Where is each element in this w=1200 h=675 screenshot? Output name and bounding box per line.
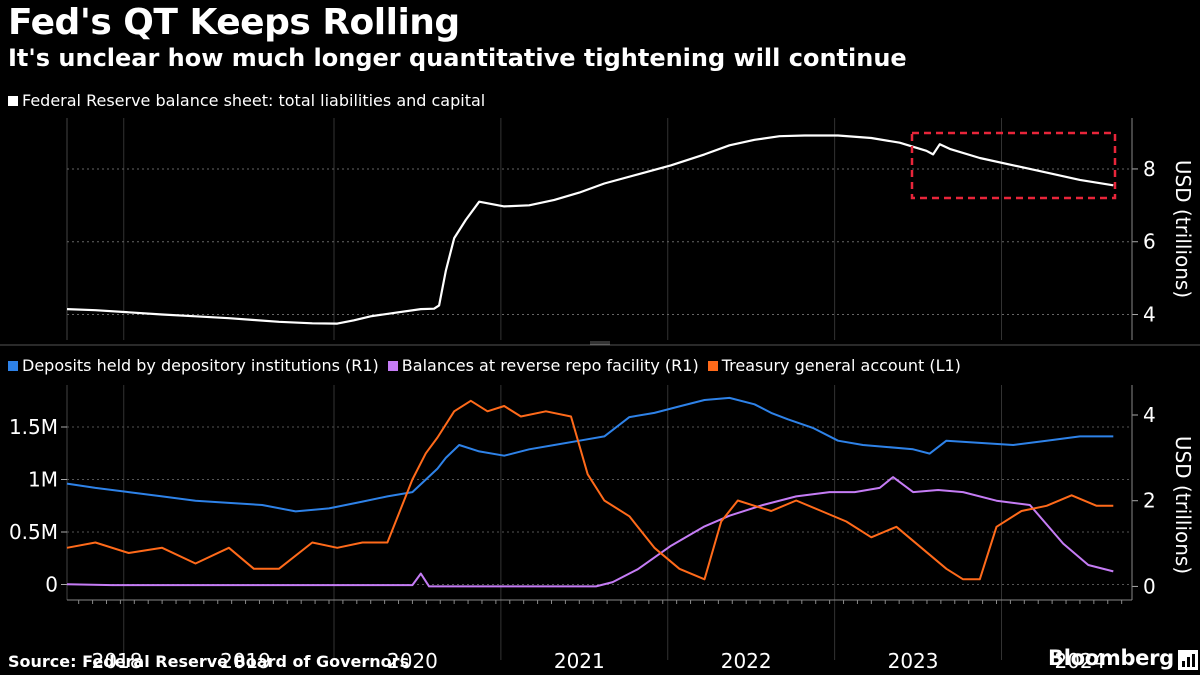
legend-swatch-white xyxy=(8,95,18,106)
right-ytick-label: 0 xyxy=(1143,574,1156,598)
top-ylabel: USD (trillions) xyxy=(1171,160,1195,298)
top-ytick-label: 6 xyxy=(1143,230,1156,254)
x-tick-label: 2019 xyxy=(220,649,271,673)
left-ytick-label: 1M xyxy=(28,468,58,492)
x-tick-label: 2024 xyxy=(1054,649,1105,673)
top-ytick-label: 4 xyxy=(1143,303,1156,327)
top-legend: Federal Reserve balance sheet: total lia… xyxy=(8,91,494,110)
chart-title: Fed's QT Keeps Rolling xyxy=(8,2,460,43)
deposits-line xyxy=(66,396,1114,513)
source-note: Source: Federal Reserve Board of Governo… xyxy=(8,652,410,671)
legend-label-tga: Treasury general account (L1) xyxy=(721,356,961,375)
right-ytick-label: 4 xyxy=(1143,403,1156,427)
legend-item-deposits: Deposits held by depository institutions… xyxy=(8,356,379,375)
left-ytick-label: 0 xyxy=(45,573,58,597)
x-tick-label: 2020 xyxy=(387,649,438,673)
tga-line xyxy=(66,399,1114,581)
right-ytick-label: 2 xyxy=(1143,489,1156,513)
reverse-repo-line xyxy=(66,476,1114,588)
legend-item-balance-sheet: Federal Reserve balance sheet: total lia… xyxy=(8,91,485,110)
x-tick-label: 2022 xyxy=(721,649,772,673)
bottom-panel: 0 0.5M 1M 1.5M 0 2 4 USD (trillions) 2018 2019 202… xyxy=(9,385,1195,673)
legend-swatch-purple xyxy=(387,360,398,371)
legend-label-reverse-repo: Balances at reverse repo facility (R1) xyxy=(401,356,699,375)
top-panel: 4 6 8 USD (trillions) xyxy=(66,118,1195,340)
x-tick-label: 2018 xyxy=(92,649,143,673)
legend-swatch-blue xyxy=(8,360,18,371)
bottom-ylabel: USD (trillions) xyxy=(1171,436,1195,574)
legend-label-deposits: Deposits held by depository institutions… xyxy=(22,356,379,375)
legend-item-tga: Treasury general account (L1) xyxy=(707,356,961,375)
balance-sheet-line xyxy=(66,134,1114,325)
chart-subtitle: It's unclear how much longer quantitativ… xyxy=(8,44,907,72)
x-tick-label: 2021 xyxy=(554,649,605,673)
legend-swatch-orange xyxy=(707,360,718,371)
left-ytick-label: 1.5M xyxy=(9,415,58,439)
bloomberg-mark-icon xyxy=(1178,650,1198,670)
legend-label-balance-sheet: Federal Reserve balance sheet: total lia… xyxy=(22,91,486,110)
left-ytick-label: 0.5M xyxy=(9,520,58,544)
x-tick-label: 2023 xyxy=(888,649,939,673)
top-ytick-label: 8 xyxy=(1143,157,1156,181)
bloomberg-logo: Bloomberg xyxy=(1048,646,1174,670)
bottom-legend: Deposits held by depository institutions… xyxy=(8,356,970,375)
highlight-box xyxy=(910,131,1117,200)
legend-item-reverse-repo: Balances at reverse repo facility (R1) xyxy=(387,356,699,375)
